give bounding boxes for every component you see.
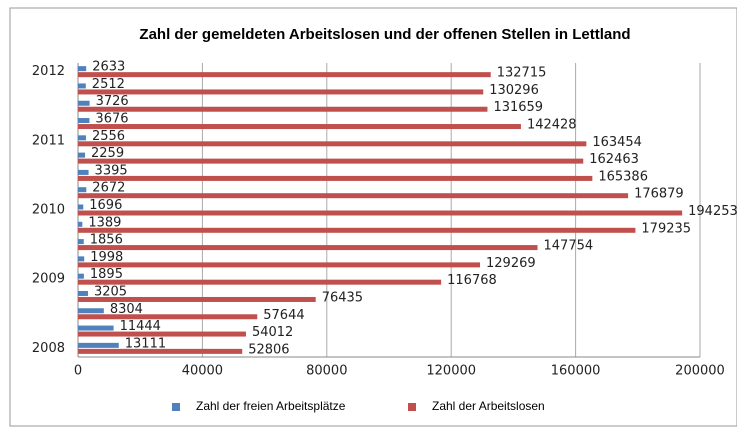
x-tick-label: 40000 xyxy=(182,364,223,379)
value-label: 163454 xyxy=(592,135,642,150)
value-label: 2512 xyxy=(92,77,125,92)
value-label: 132715 xyxy=(497,66,547,81)
y-tick-label: 2011 xyxy=(32,133,65,148)
bar xyxy=(78,342,119,348)
value-label: 1856 xyxy=(90,233,123,248)
bar xyxy=(78,66,87,72)
x-tick-label: 160000 xyxy=(551,364,601,379)
bar xyxy=(78,118,90,124)
bar xyxy=(78,72,491,78)
value-label: 3205 xyxy=(94,284,127,299)
value-label: 194253 xyxy=(688,204,737,219)
bar xyxy=(78,204,84,210)
value-label: 130296 xyxy=(489,83,539,98)
y-tick-label: 2010 xyxy=(32,203,65,218)
value-label: 2556 xyxy=(92,129,125,144)
bar xyxy=(78,239,84,245)
bar xyxy=(78,262,481,268)
bar xyxy=(78,89,484,95)
value-label: 1696 xyxy=(89,198,122,213)
value-label: 2672 xyxy=(92,181,125,196)
chart-title: Zahl der gemeldeten Arbeitslosen und der… xyxy=(139,26,630,43)
value-label: 54012 xyxy=(252,325,293,340)
bar xyxy=(78,124,521,130)
value-label: 13111 xyxy=(125,336,166,351)
y-tick-label: 2012 xyxy=(32,64,65,79)
bar xyxy=(78,141,587,147)
value-label: 147754 xyxy=(544,239,594,254)
value-label: 131659 xyxy=(493,100,543,115)
value-label: 11444 xyxy=(120,319,161,334)
value-label: 179235 xyxy=(641,221,691,236)
bar xyxy=(78,210,683,216)
value-label: 3676 xyxy=(95,112,128,127)
value-label: 116768 xyxy=(447,273,497,288)
bar xyxy=(78,193,629,199)
bar xyxy=(78,308,104,314)
bar xyxy=(78,256,85,262)
value-label: 165386 xyxy=(598,169,648,184)
bar xyxy=(78,221,83,227)
value-label: 129269 xyxy=(486,256,536,271)
bar xyxy=(78,158,584,164)
value-label: 1389 xyxy=(88,215,121,230)
value-label: 57644 xyxy=(263,308,304,323)
legend-label: Zahl der freien Arbeitsplätze xyxy=(196,399,346,413)
bar xyxy=(78,106,488,112)
value-label: 8304 xyxy=(110,302,143,317)
y-tick-label: 2008 xyxy=(32,341,65,356)
value-label: 176879 xyxy=(634,187,684,202)
legend-label: Zahl der Arbeitslosen xyxy=(432,399,545,413)
bar xyxy=(78,175,593,181)
value-label: 76435 xyxy=(322,290,363,305)
x-tick-label: 0 xyxy=(74,364,82,379)
bar xyxy=(78,296,316,302)
x-tick-label: 200000 xyxy=(675,364,725,379)
value-label: 3726 xyxy=(96,94,129,109)
bar xyxy=(78,83,86,89)
bar xyxy=(78,325,114,331)
bar xyxy=(78,152,86,158)
bar xyxy=(78,273,84,279)
frame xyxy=(9,7,737,427)
value-label: 2259 xyxy=(91,146,124,161)
legend-swatch xyxy=(408,403,416,411)
x-tick-label: 80000 xyxy=(306,364,347,379)
value-label: 162463 xyxy=(589,152,639,167)
legend-swatch xyxy=(172,403,180,411)
bar xyxy=(78,331,246,337)
value-label: 142428 xyxy=(527,118,577,133)
bar xyxy=(78,245,538,251)
value-label: 1998 xyxy=(90,250,123,265)
value-label: 1895 xyxy=(90,267,123,282)
y-tick-label: 2009 xyxy=(32,272,65,287)
bar xyxy=(78,227,636,233)
bar xyxy=(78,100,90,106)
bar xyxy=(78,290,88,296)
bar xyxy=(78,314,258,320)
bar xyxy=(78,135,86,141)
bar xyxy=(78,187,87,193)
bar xyxy=(78,279,442,285)
value-label: 2633 xyxy=(92,60,125,75)
value-label: 52806 xyxy=(248,342,289,357)
bar xyxy=(78,348,243,354)
bar xyxy=(78,169,89,175)
x-tick-label: 120000 xyxy=(426,364,476,379)
value-label: 3395 xyxy=(95,163,128,178)
